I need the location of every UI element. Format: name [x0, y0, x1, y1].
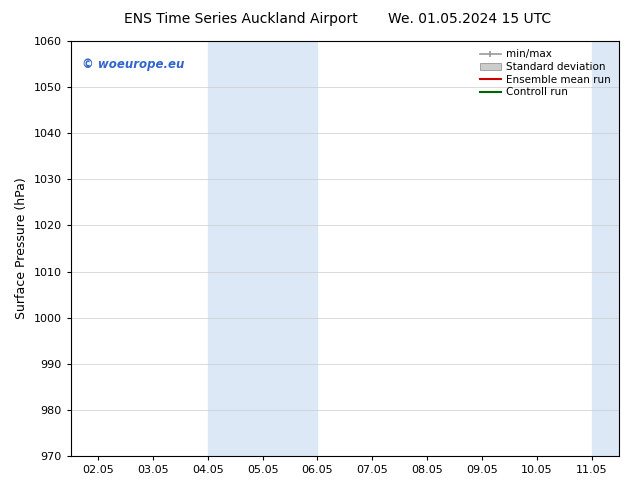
Y-axis label: Surface Pressure (hPa): Surface Pressure (hPa) — [15, 178, 28, 319]
Text: ENS Time Series Auckland Airport: ENS Time Series Auckland Airport — [124, 12, 358, 26]
Legend: min/max, Standard deviation, Ensemble mean run, Controll run: min/max, Standard deviation, Ensemble me… — [477, 46, 614, 100]
Text: We. 01.05.2024 15 UTC: We. 01.05.2024 15 UTC — [387, 12, 551, 26]
Bar — [262, 41, 318, 456]
Text: © woeurope.eu: © woeurope.eu — [82, 58, 184, 71]
Bar — [592, 41, 634, 456]
Bar — [208, 41, 262, 456]
